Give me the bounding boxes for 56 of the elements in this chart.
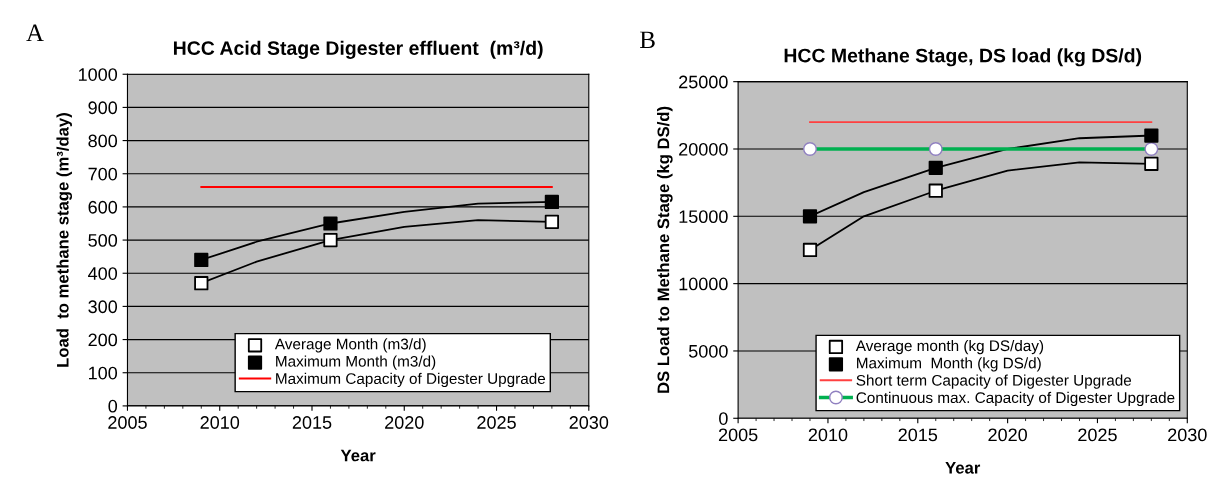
x-tick-label: 2015 [292,416,332,429]
y-tick-label: 25000 [679,75,728,89]
point [928,183,943,198]
y-axis-title: DS Load to Methane Stage (kg DS/d) [657,106,673,393]
legend-label: Average month (kg DS/day) [855,339,1044,355]
point [1144,128,1159,143]
x-tick-label: 2030 [1168,428,1207,442]
y-tick-label: 0 [719,412,728,425]
y-tick-label: 400 [88,267,118,280]
chart-title: HCC Acid Stage Digester effluent (m³/d) [173,40,543,59]
x-tick-label: 2030 [569,416,609,429]
y-axis-title: Load to methane stage (m³/day) [56,113,73,367]
point [544,214,560,229]
y-tick-label: 500 [88,234,118,247]
x-axis-title: Year [340,449,376,462]
point [323,216,338,231]
x-tick-label: 2010 [200,416,240,429]
x-tick-label: 2005 [108,416,147,429]
point [1144,156,1159,171]
point [802,242,818,258]
x-tick-label: 2025 [1078,428,1117,442]
legend-label: Maximum Month (kg DS/d) [857,357,1041,372]
y-tick-label: 15000 [679,210,728,224]
x-tick-label: 2020 [988,428,1027,442]
x-tick-label: 2010 [808,428,848,442]
text: A [26,24,44,42]
legend-label: Average Month (m3/d) [274,338,426,353]
chart-title: HCC Methane Stage, DS load (kg DS/d) [784,48,1142,67]
y-tick-label: 20000 [679,142,728,156]
point [194,276,209,291]
point [323,232,338,248]
x-axis-title: Year [945,462,981,474]
point [194,252,209,268]
x-tick-label: 2020 [385,416,424,429]
y-tick-label: 0 [108,399,118,413]
y-tick-label: 900 [88,101,118,115]
y-tick-label: 700 [88,167,118,181]
y-tick-label: 100 [89,366,118,380]
x-tick-label: 2025 [477,416,516,429]
legend-label: Maximum Capacity of Digester Upgrade [276,372,546,388]
y-tick-label: 200 [88,333,118,347]
y-tick-label: 5000 [688,344,728,358]
legend-label: Short term Capacity of Digester Upgrade [856,374,1132,389]
point [928,160,943,175]
y-tick-label: 1000 [78,68,118,81]
y-tick-label: 10000 [679,277,728,291]
point [544,194,560,210]
point [802,209,818,224]
legend-label: Maximum Month (m3/d) [276,355,436,370]
text: B [640,31,655,49]
y-tick-label: 300 [88,300,118,314]
x-tick-label: 2015 [898,428,938,442]
y-tick-label: 800 [88,134,118,148]
y-tick-label: 600 [88,200,118,214]
legend-label: Continuous max. Capacity of Digester Upgrade [856,391,1175,407]
x-tick-label: 2005 [718,428,758,442]
